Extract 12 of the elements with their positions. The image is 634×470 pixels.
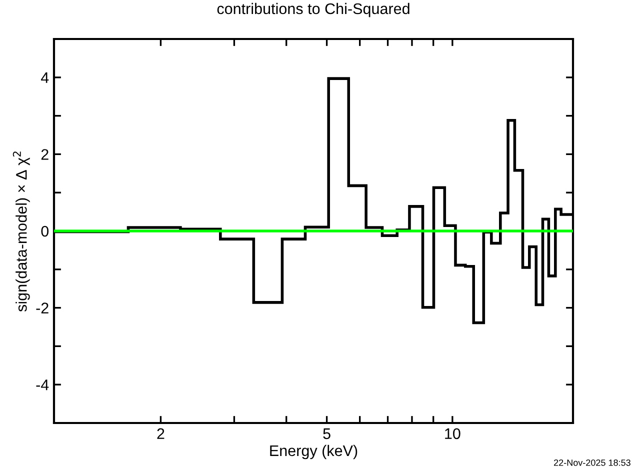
chart-title: contributions to Chi-Squared bbox=[217, 2, 410, 18]
x-tick-label: 2 bbox=[157, 428, 164, 439]
y-tick-label: 0 bbox=[41, 226, 49, 237]
y-tick-label: -2 bbox=[36, 302, 48, 314]
y-tick-label: 4 bbox=[40, 72, 49, 83]
x-axis-title: Energy (keV) bbox=[270, 444, 358, 460]
text: 22-Nov-2025 18:53 bbox=[554, 459, 630, 466]
y-tick-label: 2 bbox=[41, 149, 48, 160]
x-tick-label: 5 bbox=[323, 428, 330, 440]
x-tick-label: 10 bbox=[445, 428, 460, 440]
y-axis-title: sign(data-model) × Δ χ$^{2}$ bbox=[12, 152, 30, 312]
y-tick-label: -4 bbox=[36, 380, 49, 390]
